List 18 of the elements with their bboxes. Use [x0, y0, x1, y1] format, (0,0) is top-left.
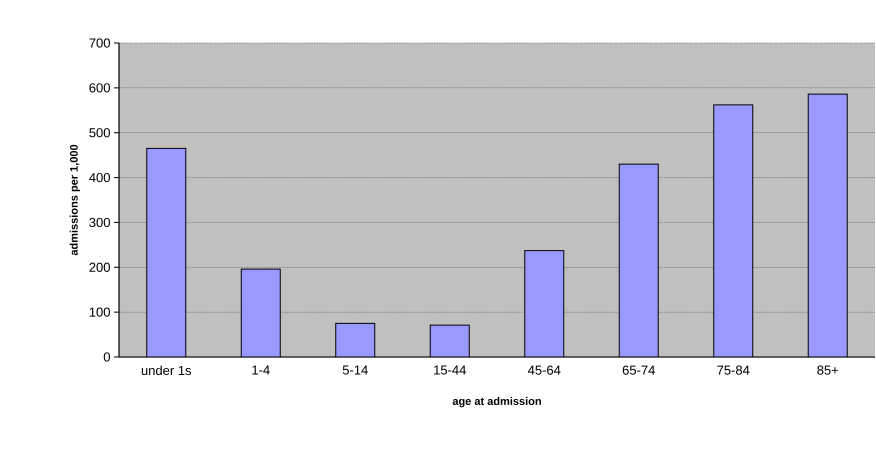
y-tick-label: 500 — [89, 128, 110, 138]
x-tick-label: 15-44 — [434, 366, 466, 375]
y-tick-label: 300 — [89, 218, 110, 228]
x-tick-label: 1-4 — [252, 366, 270, 374]
x-tick-label: 5-14 — [342, 366, 368, 375]
y-tick-label: 400 — [89, 172, 110, 182]
x-tick-label: 85+ — [817, 366, 838, 375]
x-tick-label: under 1s — [142, 366, 192, 376]
x-tick-label: 75-84 — [717, 366, 750, 375]
x-tick-label: 45-64 — [528, 366, 560, 375]
y-tick-label: 0 — [104, 352, 110, 362]
y-tick-label: 200 — [89, 262, 110, 272]
x-axis-title: age at admission — [452, 396, 541, 408]
y-tick-label: 700 — [89, 38, 110, 48]
x-tick-label: 65-74 — [622, 366, 655, 375]
y-axis-title: admissions per 1,000 — [70, 144, 80, 256]
y-tick-label: 100 — [90, 308, 110, 317]
y-tick-label: 600 — [89, 83, 110, 92]
